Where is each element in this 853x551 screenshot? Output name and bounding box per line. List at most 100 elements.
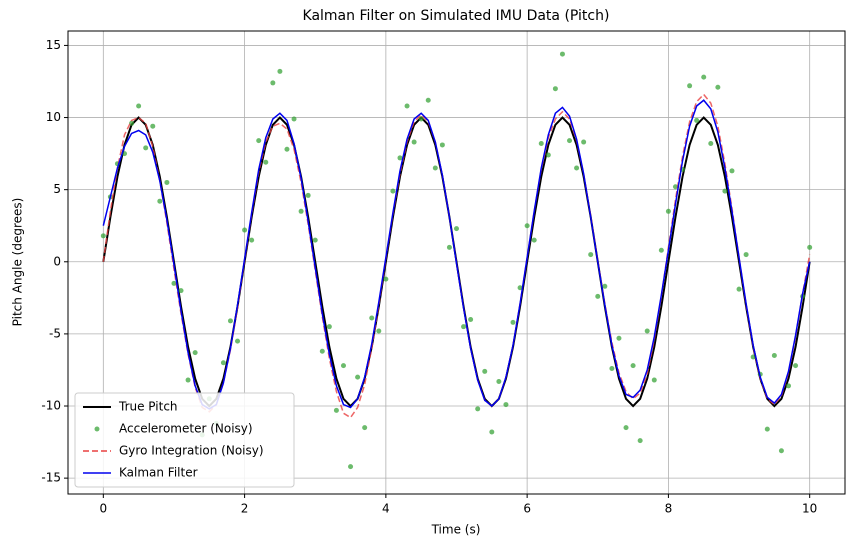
x-tick-label: 6 (523, 502, 531, 516)
legend-box (74, 392, 295, 488)
data-point (178, 288, 184, 294)
data-point (242, 227, 248, 233)
data-point (461, 324, 467, 330)
data-point (510, 319, 516, 325)
data-point (454, 226, 459, 232)
data-point (793, 363, 799, 369)
data-point (348, 464, 354, 470)
data-point (574, 165, 580, 171)
data-point (637, 438, 643, 444)
data-point (270, 80, 276, 86)
data-point (157, 198, 163, 204)
data-point (567, 138, 573, 144)
data-point (651, 377, 657, 383)
data-point (390, 188, 396, 194)
data-point (517, 285, 523, 291)
y-tick-label: -15 (41, 471, 61, 485)
data-point (439, 142, 445, 148)
data-point (263, 159, 269, 165)
data-point (743, 252, 749, 258)
data-point (383, 276, 389, 282)
data-point (482, 368, 488, 374)
data-point (581, 139, 587, 145)
data-point (404, 103, 410, 109)
data-point (362, 425, 368, 431)
data-point (807, 244, 813, 250)
data-point (333, 407, 339, 413)
data-point (277, 68, 283, 74)
data-point (722, 188, 728, 194)
data-point (376, 328, 382, 334)
data-point (284, 146, 290, 152)
data-point (305, 192, 311, 198)
series-line (102, 93, 811, 419)
data-point (150, 123, 156, 129)
data-point (425, 97, 431, 103)
plot-frame (67, 30, 846, 495)
legend-label: Accelerometer (Noisy) (119, 422, 253, 436)
y-axis-label: Pitch Angle (degrees) (11, 198, 25, 327)
data-point (355, 374, 361, 380)
y-tick-label: 15 (46, 38, 61, 52)
data-point (418, 116, 424, 122)
data-point (771, 353, 777, 359)
data-point (602, 283, 608, 289)
y-tick-label: -10 (41, 399, 61, 413)
data-point (616, 335, 622, 341)
data-point (136, 103, 142, 109)
data-point (446, 244, 452, 250)
data-point (665, 208, 671, 214)
data-point (475, 406, 481, 412)
x-axis-label: Time (s) (431, 523, 481, 537)
x-tick-label: 8 (665, 502, 673, 516)
data-point (326, 324, 332, 330)
legend-swatch (94, 426, 100, 432)
y-tick-label: 0 (53, 254, 61, 268)
data-point (595, 293, 601, 299)
x-tick-label: 2 (241, 502, 249, 516)
legend-label: Gyro Integration (Noisy) (119, 444, 264, 458)
data-point (715, 84, 721, 90)
chart-title: Kalman Filter on Simulated IMU Data (Pit… (303, 8, 610, 24)
data-point (312, 237, 318, 243)
data-point (552, 86, 558, 92)
series-line (102, 99, 811, 410)
data-point (192, 350, 198, 356)
data-point (397, 155, 403, 161)
data-point (588, 252, 594, 258)
legend-label: Kalman Filter (119, 466, 198, 480)
data-point (701, 74, 707, 80)
data-point (736, 286, 742, 292)
data-point (785, 383, 791, 389)
data-point (545, 152, 551, 158)
x-tick-label: 10 (802, 502, 817, 516)
data-point (729, 168, 735, 174)
data-point (687, 83, 693, 89)
data-point (227, 318, 233, 324)
data-point (644, 328, 650, 334)
data-point (235, 338, 241, 344)
data-point (291, 116, 297, 122)
data-point (694, 117, 700, 123)
legend-label: True Pitch (118, 400, 178, 414)
data-point (489, 429, 495, 435)
data-point (256, 138, 262, 144)
data-point (143, 145, 149, 151)
data-point (538, 141, 544, 147)
data-point (503, 402, 509, 408)
y-tick-label: 5 (53, 182, 61, 196)
data-point (750, 354, 756, 360)
y-tick-label: 10 (46, 110, 61, 124)
data-point (340, 363, 346, 369)
data-point (559, 51, 565, 57)
data-point (249, 237, 255, 243)
x-tick-label: 0 (99, 502, 107, 516)
data-point (319, 348, 325, 354)
data-point (496, 378, 502, 384)
data-point (630, 363, 636, 369)
data-point (185, 377, 191, 383)
data-point (524, 223, 530, 229)
data-point (764, 426, 770, 432)
y-tick-label: -5 (49, 326, 61, 340)
